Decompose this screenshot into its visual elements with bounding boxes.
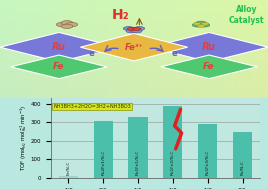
Circle shape	[133, 28, 141, 30]
Text: Fe: Fe	[203, 62, 215, 71]
Circle shape	[127, 28, 135, 30]
Circle shape	[201, 22, 209, 25]
Bar	[198, 124, 217, 178]
Circle shape	[129, 28, 139, 31]
Polygon shape	[11, 55, 107, 79]
Circle shape	[61, 21, 73, 25]
Text: Ru1Fe3/N-C: Ru1Fe3/N-C	[206, 150, 210, 175]
Text: Ru/N-C: Ru/N-C	[241, 161, 244, 175]
Text: Fe/N-C: Fe/N-C	[66, 161, 70, 175]
Text: Ru1Fe1/N-C: Ru1Fe1/N-C	[136, 150, 140, 175]
Text: e⁻: e⁻	[172, 49, 182, 58]
Circle shape	[61, 24, 73, 29]
Bar	[128, 117, 148, 178]
Text: e⁻: e⁻	[88, 49, 99, 58]
Text: Alloy
Catalyst: Alloy Catalyst	[229, 5, 264, 25]
Text: Ru: Ru	[52, 42, 66, 52]
Bar	[163, 106, 183, 178]
Circle shape	[197, 25, 205, 27]
Text: Fe³⁺: Fe³⁺	[125, 43, 143, 52]
Polygon shape	[0, 33, 118, 62]
Bar	[94, 121, 113, 178]
Text: Ru1Fe2/N-C: Ru1Fe2/N-C	[171, 150, 175, 175]
Circle shape	[196, 21, 206, 25]
Text: Ru: Ru	[202, 42, 216, 52]
Circle shape	[199, 23, 210, 27]
Circle shape	[56, 22, 68, 27]
Circle shape	[192, 23, 203, 27]
Circle shape	[126, 29, 137, 33]
Circle shape	[131, 29, 142, 33]
Bar	[233, 132, 252, 178]
Text: NH3BH3+2H2O=3H2+NH3BO3: NH3BH3+2H2O=3H2+NH3BO3	[53, 104, 131, 109]
Polygon shape	[150, 33, 268, 62]
Polygon shape	[80, 33, 188, 61]
Circle shape	[66, 22, 78, 27]
Circle shape	[193, 22, 201, 25]
Polygon shape	[161, 55, 257, 79]
Bar	[59, 176, 78, 178]
Text: H₂: H₂	[112, 8, 129, 22]
Circle shape	[123, 26, 134, 30]
Text: Fe: Fe	[53, 62, 65, 71]
Text: Ru2Fe1/N-C: Ru2Fe1/N-C	[101, 150, 105, 175]
Y-axis label: TOF (mol$_{H_2}$ mol$_{Ru}^{-1}$ min$^{-1}$): TOF (mol$_{H_2}$ mol$_{Ru}^{-1}$ min$^{-…	[18, 105, 29, 171]
Circle shape	[134, 26, 145, 30]
